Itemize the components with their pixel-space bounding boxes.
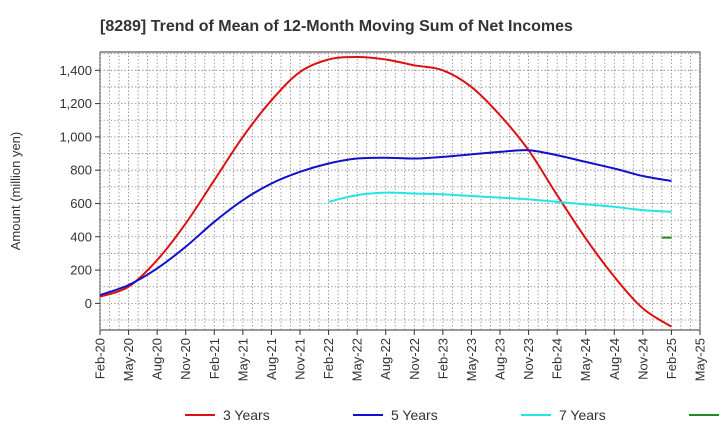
plot-frame <box>99 51 701 331</box>
x-tick-label: Nov-20 <box>178 338 193 380</box>
x-tick-label: Feb-22 <box>321 338 336 379</box>
x-tick-label: May-25 <box>693 338 708 381</box>
x-tick-label: Nov-24 <box>635 338 650 380</box>
x-tick-label: Nov-23 <box>521 338 536 380</box>
y-tick-label: 600 <box>70 196 92 211</box>
series-line-7-years <box>328 191 672 213</box>
y-tick-label: 200 <box>70 263 92 278</box>
y-tick-label: 1,200 <box>59 96 92 111</box>
series-line-5-years <box>99 149 672 296</box>
x-tick-label: Feb-24 <box>550 338 565 379</box>
x-tick-label: May-24 <box>578 338 593 381</box>
legend-label-5-years: 5 Years <box>391 407 438 423</box>
legend-label-3-years: 3 Years <box>223 407 270 423</box>
x-tick-label: May-20 <box>121 338 136 381</box>
x-tick-label: Aug-21 <box>264 338 279 380</box>
plot-area <box>99 51 701 331</box>
y-tick-label: 400 <box>70 229 92 244</box>
y-axis-label: Amount (million yen) <box>8 132 23 251</box>
y-tick-label: 1,400 <box>59 63 92 78</box>
x-tick-label: Aug-23 <box>493 338 508 380</box>
x-tick-label: Feb-21 <box>207 338 222 379</box>
x-tick-label: Aug-20 <box>150 338 165 380</box>
y-axis: 0 200 400 600 800 1,000 1,200 1,400 <box>59 63 100 311</box>
x-tick-label: Aug-22 <box>378 338 393 380</box>
x-tick-label: May-23 <box>464 338 479 381</box>
x-tick-label: Feb-25 <box>664 338 679 379</box>
x-tick-label: Aug-24 <box>607 338 622 380</box>
y-tick-label: 800 <box>70 163 92 178</box>
y-tick-label: 0 <box>85 296 92 311</box>
x-tick-label: May-21 <box>235 338 250 381</box>
x-tick-label: Feb-20 <box>93 338 108 379</box>
y-tick-label: 1,000 <box>59 129 92 144</box>
chart-title: [8289] Trend of Mean of 12-Month Moving … <box>100 18 573 35</box>
x-tick-label: Nov-22 <box>407 338 422 380</box>
x-tick-label: May-22 <box>350 338 365 381</box>
legend-label-7-years: 7 Years <box>559 407 606 423</box>
x-axis: Feb-20 May-20 Aug-20 Nov-20 Feb-21 May-21 Aug-… <box>93 330 708 381</box>
x-tick-label: Feb-23 <box>435 338 450 379</box>
x-tick-label: Nov-21 <box>293 338 308 380</box>
series-line-3-years <box>99 55 672 328</box>
